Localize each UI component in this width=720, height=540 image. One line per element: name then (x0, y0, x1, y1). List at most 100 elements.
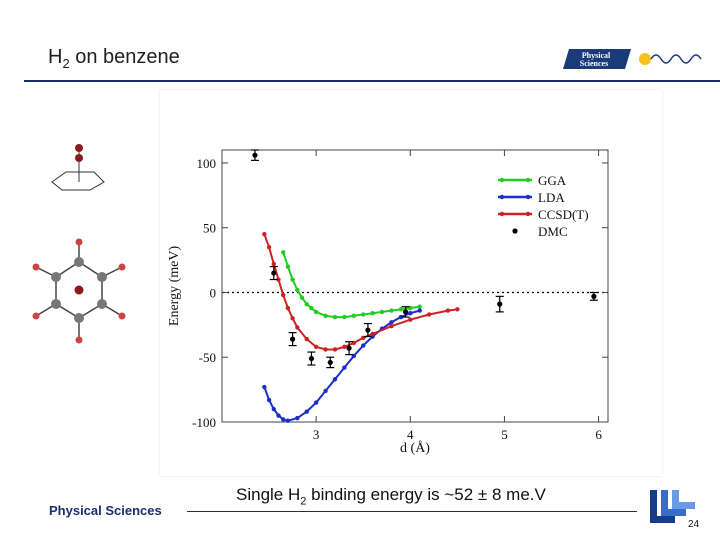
legend-swatch-marker (499, 211, 505, 217)
molecule-panel (32, 144, 126, 344)
data-point (389, 323, 394, 329)
data-point (304, 336, 309, 342)
data-point (299, 295, 305, 300)
data-point (332, 347, 338, 352)
data-point (266, 244, 272, 250)
data-point (323, 313, 328, 318)
data-point (280, 417, 286, 422)
y-axis-label: Energy (meV) (167, 246, 182, 327)
logo-badge (563, 49, 631, 69)
series-layer (250, 149, 598, 423)
caption-subscript: 2 (300, 495, 307, 508)
series-line (263, 309, 420, 422)
legend-swatch-marker (525, 177, 531, 183)
data-point (327, 359, 333, 366)
data-point (276, 277, 281, 282)
data-point (361, 343, 366, 348)
data-point (308, 355, 315, 362)
legend-swatch-marker (525, 211, 531, 217)
x-tick-label: 6 (595, 427, 602, 442)
atom-icons (32, 238, 126, 344)
x-tick-label: 4 (407, 427, 414, 442)
footer-divider (187, 511, 637, 512)
data-point (323, 388, 328, 394)
data-point (271, 261, 276, 267)
caption-pre: Single H (236, 485, 301, 504)
h2-above-benzene-side-view (51, 144, 105, 191)
series-gga (280, 250, 422, 320)
slide-title: H2 on benzene (48, 46, 180, 71)
data-point (342, 344, 347, 350)
hydrogen-atom-icon (75, 144, 83, 152)
legend-swatch (512, 228, 518, 234)
data-point (262, 231, 267, 237)
title-rest: on benzene (69, 46, 180, 68)
slide-caption: Single H2 binding energy is ~52 ± 8 me.V (236, 485, 546, 507)
data-point (370, 311, 375, 316)
benzene-side-icon (51, 171, 105, 191)
data-point (426, 312, 432, 317)
x-tick-label: 3 (313, 427, 320, 442)
data-point (313, 344, 319, 350)
data-point (271, 270, 277, 276)
data-point (398, 314, 404, 320)
data-point (361, 312, 366, 317)
data-point (342, 314, 347, 320)
data-point (313, 309, 319, 315)
data-point (408, 317, 413, 322)
data-point (266, 397, 272, 403)
data-point (389, 320, 394, 325)
data-point (379, 309, 385, 315)
chart-panel: 100 50 0 -50 -100 3 4 5 6 GGA LDA CCSD(T) DMC Ener… (160, 90, 662, 476)
x-tick-label: 5 (501, 427, 508, 442)
llnl-logo-icon (650, 490, 695, 523)
y-tick-label: 100 (197, 156, 217, 171)
y-tick-label: 50 (203, 221, 216, 236)
title-divider (24, 80, 720, 82)
legend-label: GGA (538, 173, 567, 188)
logo-line1: Physical (582, 51, 611, 60)
legend-swatch-marker (499, 194, 505, 200)
data-point (290, 277, 295, 282)
data-point (323, 347, 328, 352)
page-number: 24 (688, 519, 700, 530)
logo-sun-icon (639, 53, 651, 65)
legend-label: CCSD(T) (538, 207, 589, 222)
data-point (351, 313, 357, 318)
data-point (295, 287, 300, 293)
series-line (282, 252, 420, 319)
physical-sciences-logo: Physical Sciences (563, 49, 702, 69)
y-tick-label: -50 (199, 350, 216, 365)
data-point (332, 314, 338, 320)
data-point (285, 305, 291, 311)
plot-frame (221, 149, 609, 423)
chart-legend: GGA LDA CCSD(T) DMC (498, 173, 589, 239)
data-point (332, 377, 338, 382)
data-point (408, 311, 413, 316)
data-point (285, 418, 291, 423)
legend-label: DMC (538, 224, 568, 239)
legend-swatch-marker (525, 194, 531, 200)
logo-line2: Sciences (580, 59, 608, 68)
data-point (280, 292, 286, 298)
footer-brand: Physical Sciences (49, 503, 162, 518)
series-lda (262, 308, 422, 423)
data-point (295, 415, 300, 421)
data-point (309, 305, 314, 311)
data-point (417, 308, 422, 313)
data-point (271, 406, 276, 412)
data-point (346, 345, 352, 351)
data-point (285, 264, 291, 269)
data-point (304, 409, 309, 414)
data-point (342, 365, 347, 370)
data-point (402, 309, 409, 315)
legend-label: LDA (538, 190, 565, 205)
title-subscript: 2 (62, 56, 70, 71)
data-point (398, 307, 404, 312)
data-point (365, 327, 371, 333)
series-ccsd-t- (262, 231, 460, 352)
data-point (280, 250, 286, 255)
data-point (313, 400, 319, 405)
data-point (290, 316, 295, 321)
data-point (290, 336, 296, 342)
